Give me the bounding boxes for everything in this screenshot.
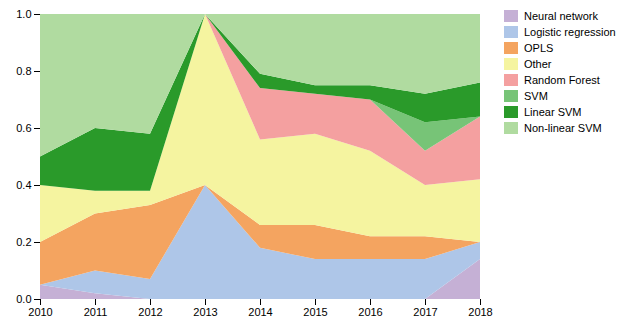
html-text:Linear SVM: Linear SVM: [524, 106, 582, 118]
svg-text:2012: 2012: [138, 306, 162, 318]
svg-text:2010: 2010: [28, 306, 52, 318]
svg-text:0.8: 0.8: [16, 65, 31, 77]
svg-text:2015: 2015: [303, 306, 327, 318]
html-text:SVM: SVM: [524, 90, 548, 102]
html-text:Neural network: Neural network: [524, 10, 598, 22]
html-text:Random Forest: Random Forest: [524, 74, 600, 86]
html-text:OPLS: OPLS: [524, 42, 554, 54]
svg-text:0.4: 0.4: [16, 179, 31, 191]
svg-text:0.0: 0.0: [16, 293, 31, 305]
svg-text:0.2: 0.2: [16, 236, 31, 248]
svg-text:2013: 2013: [193, 306, 217, 318]
html-text:Logistic regression: Logistic regression: [524, 26, 616, 38]
html-text:Non-linear SVM: Non-linear SVM: [524, 122, 602, 134]
svg-text:2018: 2018: [468, 306, 492, 318]
svg-text:2014: 2014: [248, 306, 272, 318]
svg-text:0.6: 0.6: [16, 122, 31, 134]
svg-text:2017: 2017: [413, 306, 437, 318]
svg-text:2016: 2016: [358, 306, 382, 318]
svg-text:2011: 2011: [84, 306, 108, 318]
html-text:Other: Other: [524, 58, 552, 70]
svg-text:1.0: 1.0: [16, 8, 31, 20]
